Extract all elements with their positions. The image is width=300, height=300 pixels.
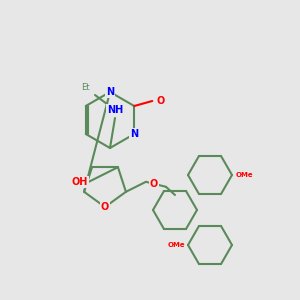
Text: OMe: OMe <box>167 242 185 248</box>
Text: O: O <box>150 179 158 189</box>
Text: O: O <box>156 96 164 106</box>
Text: Et: Et <box>81 83 89 92</box>
Text: O: O <box>101 202 109 212</box>
Text: OMe: OMe <box>235 172 253 178</box>
Text: N: N <box>130 129 138 139</box>
Text: N: N <box>106 87 114 97</box>
Text: OH: OH <box>72 177 88 187</box>
Text: NH: NH <box>107 105 123 115</box>
